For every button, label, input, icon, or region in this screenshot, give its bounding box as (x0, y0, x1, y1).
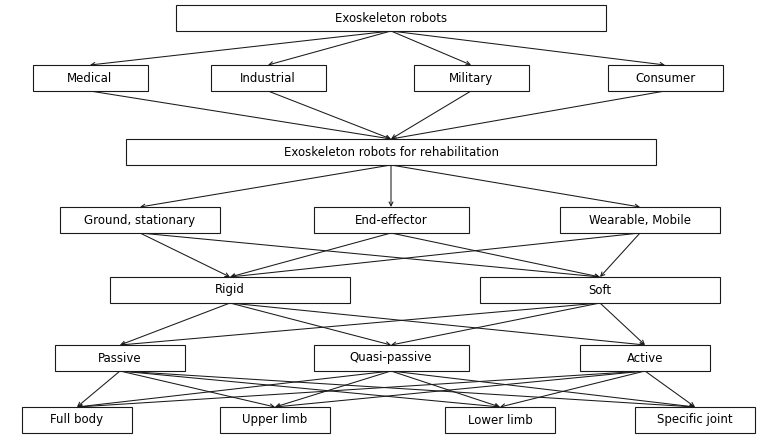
FancyBboxPatch shape (22, 407, 132, 433)
FancyBboxPatch shape (110, 277, 350, 303)
FancyBboxPatch shape (445, 407, 555, 433)
FancyBboxPatch shape (210, 65, 325, 91)
Text: End-effector: End-effector (354, 214, 428, 226)
FancyBboxPatch shape (480, 277, 720, 303)
Text: Soft: Soft (588, 284, 612, 297)
FancyBboxPatch shape (314, 345, 468, 371)
FancyBboxPatch shape (33, 65, 148, 91)
FancyBboxPatch shape (126, 139, 656, 165)
FancyBboxPatch shape (580, 345, 710, 371)
Text: Exoskeleton robots: Exoskeleton robots (335, 12, 447, 24)
Text: Medical: Medical (67, 71, 113, 84)
FancyBboxPatch shape (608, 65, 723, 91)
FancyBboxPatch shape (314, 207, 468, 233)
FancyBboxPatch shape (635, 407, 755, 433)
Text: Wearable, Mobile: Wearable, Mobile (589, 214, 691, 226)
Text: Consumer: Consumer (635, 71, 695, 84)
FancyBboxPatch shape (220, 407, 330, 433)
Text: Upper limb: Upper limb (242, 413, 307, 427)
Text: Quasi-passive: Quasi-passive (350, 352, 432, 365)
Text: Ground, stationary: Ground, stationary (84, 214, 196, 226)
Text: Active: Active (626, 352, 663, 365)
FancyBboxPatch shape (560, 207, 720, 233)
Text: Military: Military (449, 71, 493, 84)
Text: Industrial: Industrial (240, 71, 296, 84)
FancyBboxPatch shape (414, 65, 529, 91)
FancyBboxPatch shape (60, 207, 220, 233)
Text: Full body: Full body (50, 413, 103, 427)
Text: Passive: Passive (99, 352, 142, 365)
FancyBboxPatch shape (176, 5, 606, 31)
FancyBboxPatch shape (55, 345, 185, 371)
Text: Specific joint: Specific joint (657, 413, 733, 427)
Text: Exoskeleton robots for rehabilitation: Exoskeleton robots for rehabilitation (284, 146, 498, 159)
Text: Lower limb: Lower limb (468, 413, 533, 427)
Text: Rigid: Rigid (215, 284, 245, 297)
